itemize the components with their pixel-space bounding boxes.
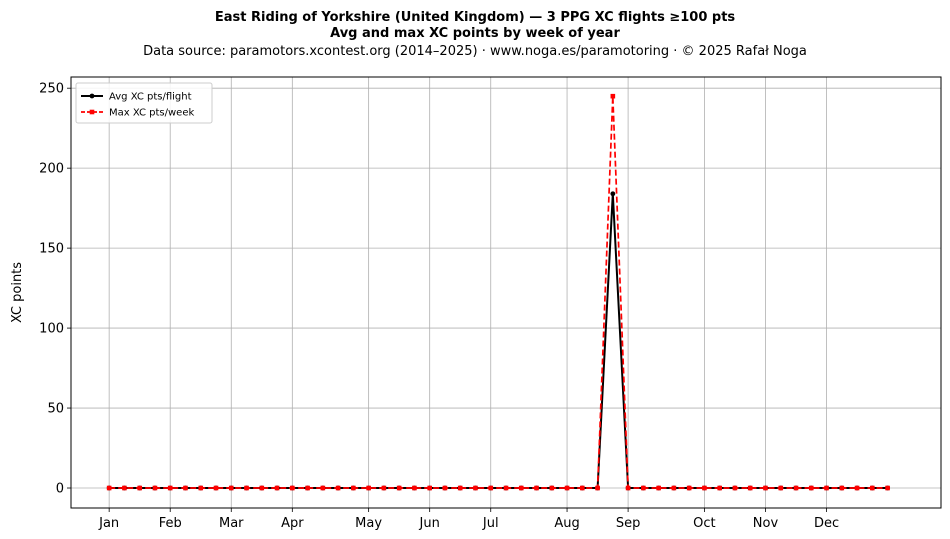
data-point [656, 485, 661, 491]
y-tick-label: 0 [56, 482, 64, 497]
series-1 [106, 191, 890, 491]
data-point [137, 485, 142, 491]
y-tick-label: 100 [39, 322, 64, 337]
data-point [625, 485, 631, 491]
axes-frame [70, 76, 942, 509]
data-point [106, 485, 112, 491]
data-point [320, 485, 326, 491]
data-point [610, 191, 616, 197]
data-point [564, 485, 570, 491]
x-tick-label: May [355, 516, 382, 531]
x-tick-label: Oct [693, 516, 715, 531]
data-point [366, 485, 371, 491]
data-point [183, 485, 188, 491]
x-tick-label: Jan [98, 516, 119, 531]
data-point [717, 485, 722, 491]
chart-subtitle: Data source: paramotors.xcontest.org (20… [143, 44, 807, 59]
data-point [274, 485, 280, 491]
series-layer [106, 93, 890, 491]
legend-marker [89, 109, 95, 115]
data-point [549, 485, 555, 491]
data-point [335, 485, 341, 491]
series-2 [106, 93, 890, 491]
data-point [396, 485, 402, 491]
data-point [580, 485, 585, 491]
data-point [870, 485, 875, 491]
chart-title-line1: East Riding of Yorkshire (United Kingdom… [215, 10, 736, 25]
chart-title-line2: Avg and max XC points by week of year [330, 26, 620, 41]
grid-lines [71, 77, 941, 508]
legend-entry: Max XC pts/week [81, 108, 194, 119]
data-point [351, 485, 356, 491]
y-tick-label: 200 [39, 162, 64, 177]
x-tick-label: Jun [419, 516, 440, 531]
x-tick-label: Aug [554, 516, 579, 531]
x-tick-label: Mar [219, 516, 244, 531]
x-tick-label: Apr [281, 516, 304, 531]
y-axis-label: XC points [10, 262, 25, 323]
x-tick-label: Sep [616, 516, 641, 531]
data-point [442, 485, 448, 491]
data-point [213, 485, 219, 491]
y-tick-label: 150 [39, 242, 64, 257]
y-tick-label: 250 [39, 82, 64, 97]
data-point [244, 485, 249, 491]
data-point [503, 485, 509, 491]
data-point [824, 485, 829, 491]
data-point [595, 485, 600, 491]
data-point [885, 485, 890, 491]
legend-box [75, 82, 213, 124]
x-tick-label: Jul [482, 516, 499, 531]
data-point [412, 485, 417, 491]
data-point [702, 485, 707, 491]
legend-entry: Avg XC pts/flight [81, 92, 192, 103]
data-point [686, 485, 692, 491]
data-point [381, 485, 387, 491]
data-point [610, 93, 616, 99]
data-point [305, 485, 310, 491]
data-point [763, 485, 768, 491]
legend: Avg XC pts/flight Max XC pts/week [75, 82, 213, 124]
data-point [457, 485, 463, 491]
data-point [518, 485, 524, 491]
data-point [488, 485, 494, 491]
data-point [671, 485, 677, 491]
data-point [259, 485, 265, 491]
legend-marker [89, 93, 95, 99]
data-point [808, 485, 814, 491]
axis-ticks: 0 50 100 150 200 250 Jan Feb Mar Apr May Jun Jul Aug S… [39, 82, 839, 531]
data-point [473, 485, 478, 491]
data-point [198, 485, 204, 491]
data-point [228, 485, 234, 491]
data-point [427, 485, 432, 491]
y-tick-label: 50 [47, 402, 64, 417]
series-line [109, 95, 888, 489]
x-tick-label: Nov [753, 516, 779, 531]
data-point [641, 485, 646, 491]
x-tick-label: Dec [814, 516, 839, 531]
x-tick-label: Feb [159, 516, 182, 531]
legend-label: Max XC pts/week [109, 108, 194, 119]
data-point [778, 485, 784, 491]
data-point [290, 485, 295, 491]
data-point [793, 485, 799, 491]
data-point [122, 485, 127, 491]
data-point [152, 485, 158, 491]
data-point [854, 485, 860, 491]
data-point [732, 485, 738, 491]
data-point [747, 485, 753, 491]
data-point [534, 485, 539, 491]
data-point [167, 485, 173, 491]
series-line [109, 192, 888, 489]
data-point [839, 485, 845, 491]
legend-label: Avg XC pts/flight [109, 92, 192, 103]
